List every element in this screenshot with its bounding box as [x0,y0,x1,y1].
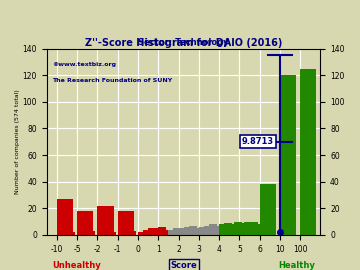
Text: Unhealthy: Unhealthy [52,261,101,270]
Bar [209,224,217,235]
Bar [179,228,186,235]
Bar [280,75,296,235]
Bar [57,199,73,235]
Bar [194,228,202,235]
Bar [234,222,242,235]
Bar [214,226,222,235]
Bar [229,224,237,235]
Text: Score: Score [170,261,197,270]
Bar [249,222,257,235]
Bar [184,227,192,235]
Bar [174,228,181,235]
Title: Z''-Score Histogram for DAIO (2016): Z''-Score Histogram for DAIO (2016) [85,38,282,48]
Bar [219,224,227,235]
Bar [255,224,263,235]
Text: Healthy: Healthy [278,261,315,270]
Bar [153,228,161,235]
Bar [168,230,176,235]
Bar [128,231,136,235]
Y-axis label: Number of companies (574 total): Number of companies (574 total) [15,89,20,194]
Bar [148,228,156,235]
Text: ©www.textbiz.org: ©www.textbiz.org [52,62,116,67]
Bar [67,232,75,235]
Bar [77,211,93,235]
Bar [143,230,151,235]
Text: 9.8713: 9.8713 [242,137,274,146]
Bar [118,211,134,235]
Bar [98,206,114,235]
Bar [108,232,116,235]
Text: Sector: Technology: Sector: Technology [138,38,229,47]
Text: The Research Foundation of SUNY: The Research Foundation of SUNY [52,78,172,83]
Bar [87,231,95,235]
Bar [239,223,247,235]
Bar [204,226,212,235]
Bar [260,184,276,235]
Bar [158,227,166,235]
Bar [244,222,252,235]
Bar [163,230,171,235]
Bar [138,232,146,235]
Bar [224,223,232,235]
Bar [199,227,207,235]
Bar [189,226,197,235]
Bar [300,69,316,235]
